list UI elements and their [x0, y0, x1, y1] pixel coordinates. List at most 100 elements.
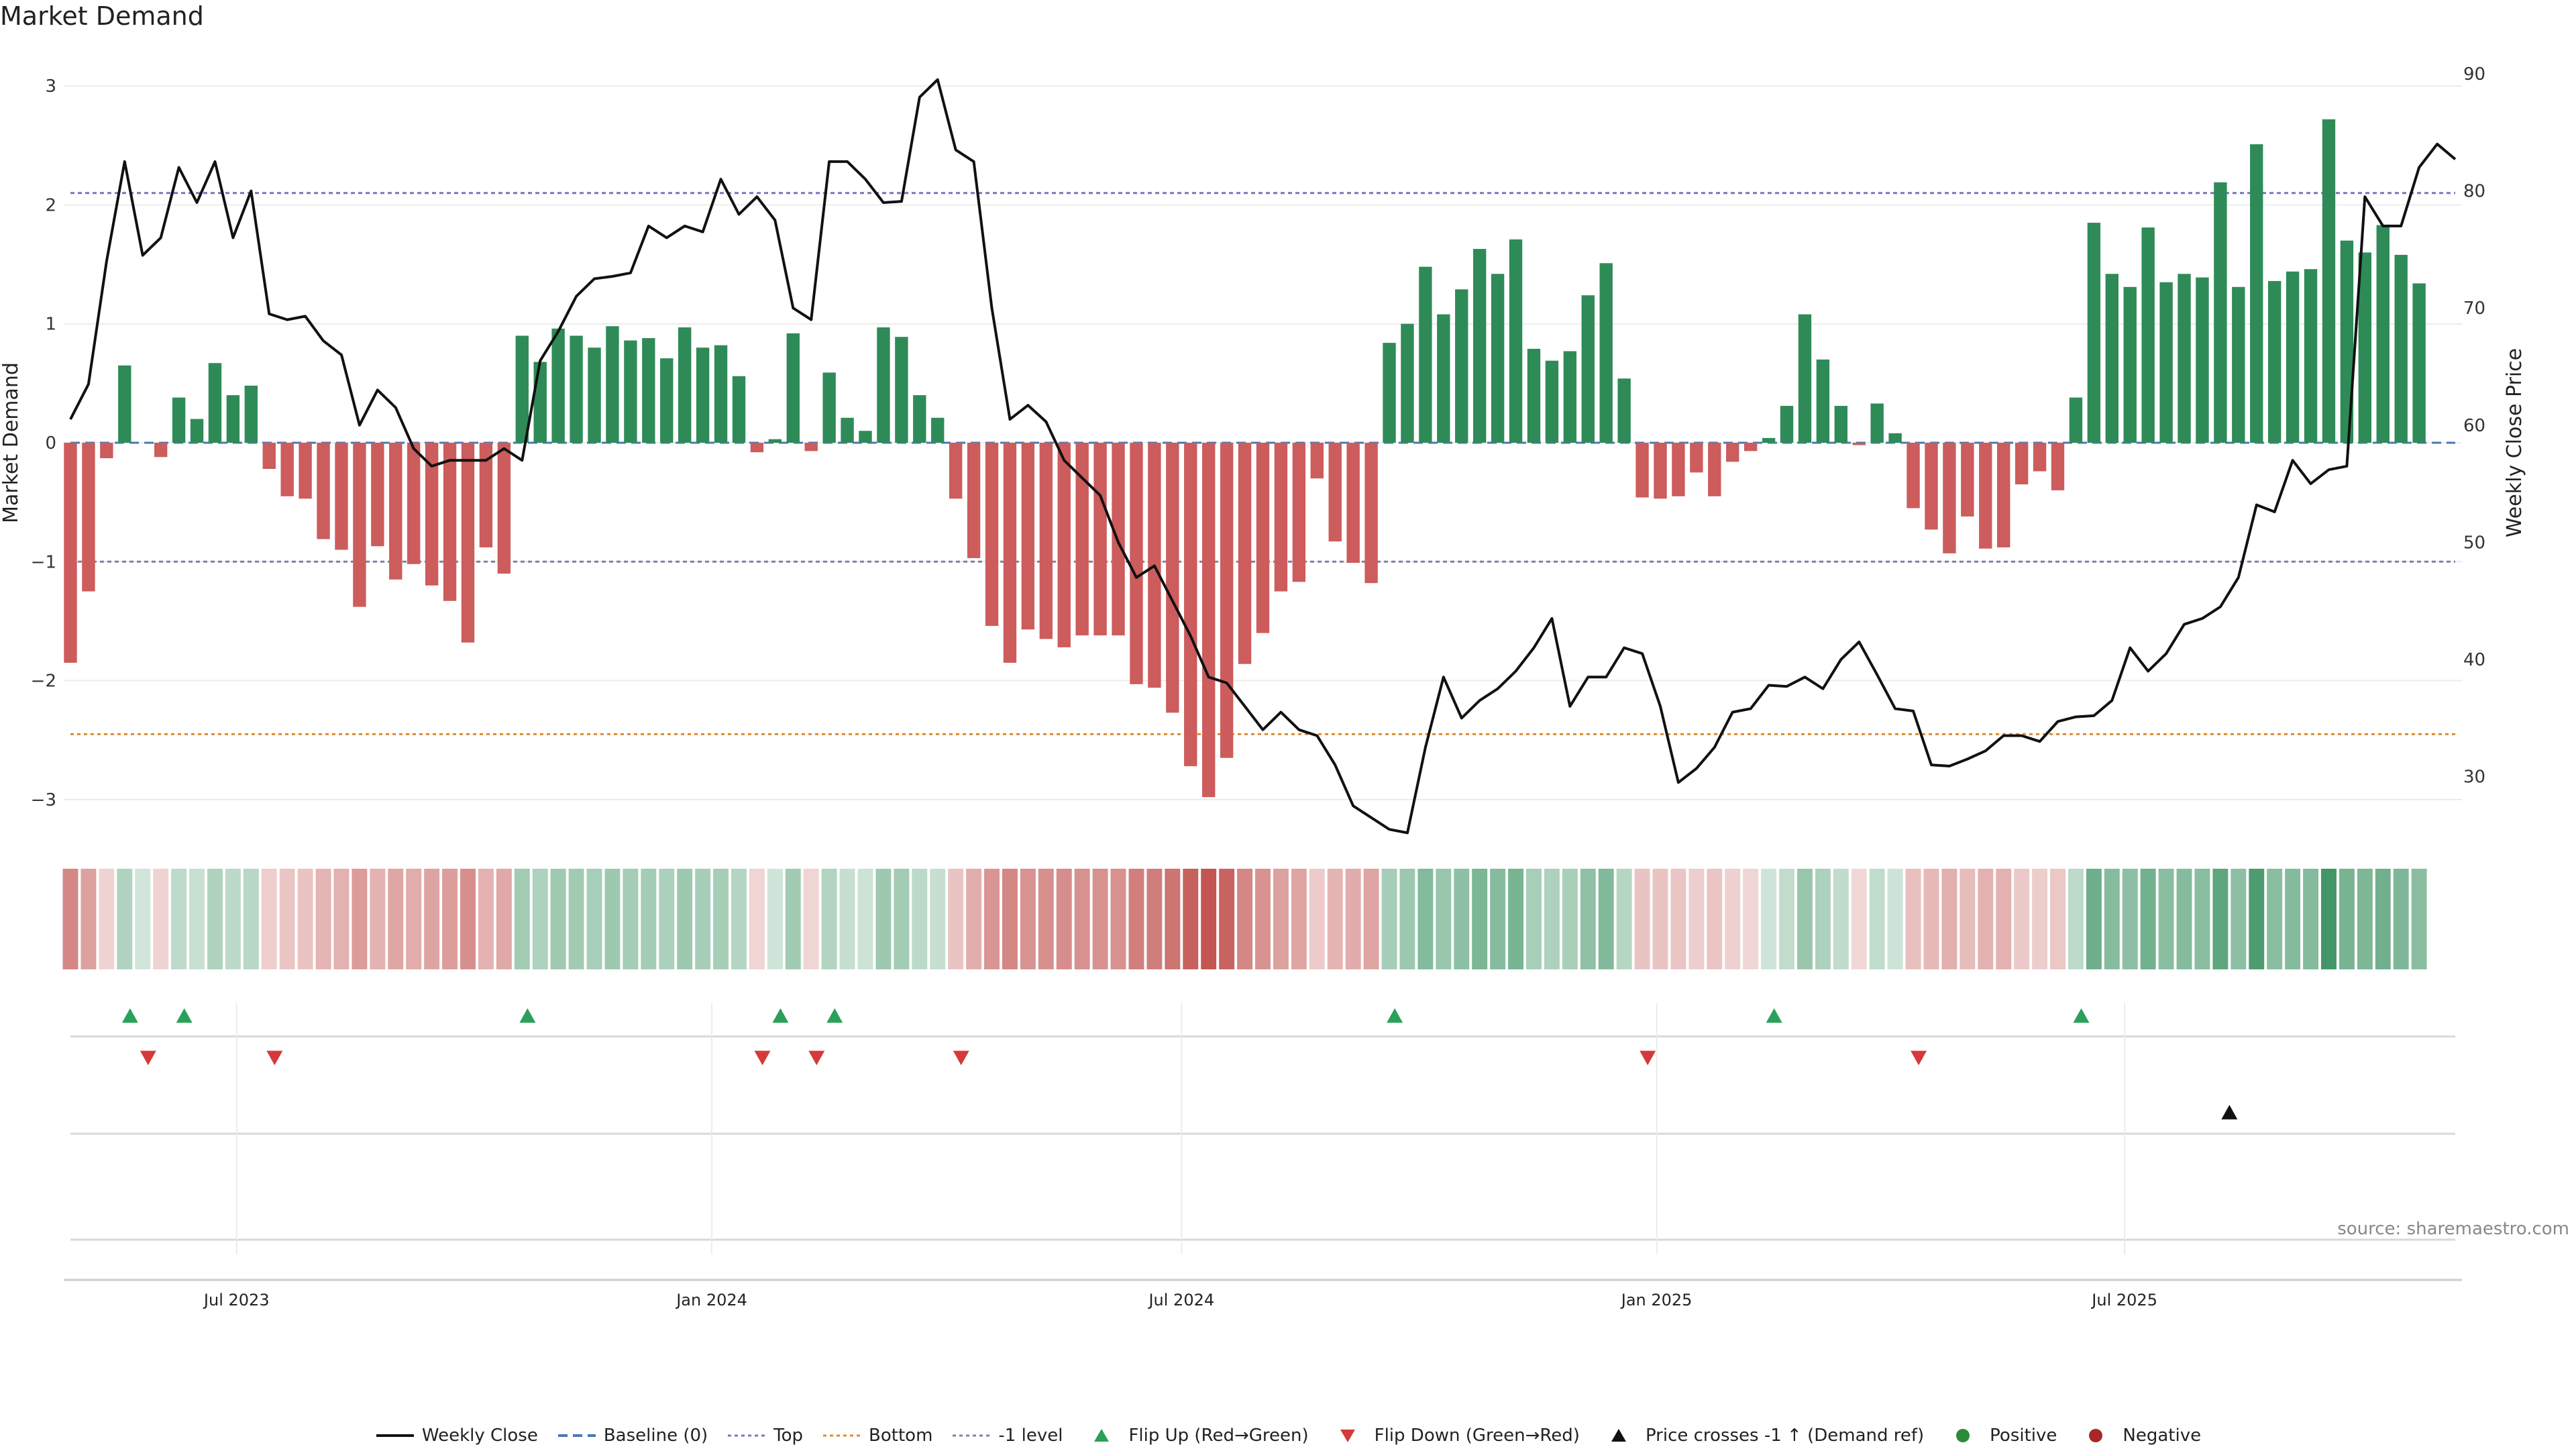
- y2-axis-title: Weekly Close Price: [2503, 348, 2526, 537]
- legend-swatch: [2089, 1429, 2103, 1442]
- heat-cell: [1020, 869, 1036, 969]
- negative-bar: [1328, 443, 1342, 542]
- legend-item: -1 level: [951, 1426, 1063, 1446]
- positive-bar: [2178, 274, 2191, 443]
- x-tick-label: Jan 2025: [1620, 1291, 1693, 1309]
- heat-cell: [623, 869, 639, 969]
- positive-bar: [877, 327, 890, 443]
- legend-label: Flip Down (Green→Red): [1374, 1426, 1580, 1446]
- positive-bar: [2141, 227, 2155, 443]
- heat-cell: [1562, 869, 1578, 969]
- heat-cell: [99, 869, 115, 969]
- flip-up-marker: [121, 1008, 138, 1023]
- heat-cell: [2176, 869, 2192, 969]
- positive-bar: [1455, 289, 1468, 443]
- heat-cell: [1996, 869, 2012, 969]
- chart-title: Market Demand: [0, 1, 204, 31]
- legend-swatch: [823, 1434, 861, 1437]
- negative-bar: [1708, 443, 1721, 496]
- heat-cell: [2104, 869, 2120, 969]
- heat-cell: [1363, 869, 1379, 969]
- heat-cell: [153, 869, 169, 969]
- heat-cell: [2357, 869, 2373, 969]
- positive-bar: [714, 345, 728, 443]
- positive-bar: [570, 335, 583, 443]
- flip-up-marker: [176, 1008, 193, 1023]
- legend-item: Positive: [1943, 1426, 2057, 1446]
- heat-cell: [1472, 869, 1488, 969]
- heat-cell: [568, 869, 584, 969]
- positive-bar: [1780, 406, 1794, 443]
- heat-cell: [857, 869, 873, 969]
- positive-bar: [841, 417, 854, 443]
- heat-cell: [984, 869, 1000, 969]
- positive-bar: [606, 326, 619, 443]
- legend-item: Bottom: [822, 1426, 932, 1446]
- heat-cell: [839, 869, 855, 969]
- negative-bar: [750, 443, 764, 453]
- y2-tick-label: 60: [2463, 416, 2485, 436]
- y-tick-label: −2: [31, 672, 56, 692]
- heat-cell: [1381, 869, 1397, 969]
- heat-cell: [424, 869, 440, 969]
- heat-cell: [333, 869, 350, 969]
- heat-cell: [966, 869, 982, 969]
- heat-cell: [1273, 869, 1289, 969]
- negative-bar: [64, 443, 77, 663]
- heat-cell: [1002, 869, 1018, 969]
- negative-bar: [461, 443, 475, 643]
- positive-bar: [1383, 343, 1396, 443]
- negative-bar: [299, 443, 312, 499]
- negative-bar: [1021, 443, 1035, 630]
- flip-down-marker: [808, 1051, 825, 1065]
- y2-tick-label: 80: [2463, 182, 2485, 202]
- negative-bar: [1364, 443, 1378, 584]
- y2-tick-label: 40: [2463, 650, 2485, 670]
- heat-cell: [1743, 869, 1759, 969]
- legend-item: Price crosses -1 ↑ (Demand ref): [1599, 1426, 1924, 1446]
- x-tick-label: Jul 2025: [2090, 1291, 2157, 1309]
- negative-bar: [317, 443, 330, 539]
- negative-bar: [1943, 443, 1956, 553]
- legend-item: Flip Up (Red→Green): [1081, 1426, 1309, 1446]
- heat-cell: [117, 869, 133, 969]
- positive-bar: [1491, 274, 1505, 443]
- reference-lines: [70, 192, 2455, 735]
- legend-item: Flip Down (Green→Red): [1328, 1426, 1580, 1446]
- heat-cell: [731, 869, 747, 969]
- heat-cell: [1399, 869, 1415, 969]
- price-line-layer: [69, 78, 2457, 835]
- legend-swatch: [1611, 1429, 1626, 1442]
- negative-bar: [2051, 443, 2065, 490]
- heat-cell: [1978, 869, 1994, 969]
- heat-cell: [1634, 869, 1650, 969]
- heat-cell: [478, 869, 494, 969]
- heat-cell: [875, 869, 892, 969]
- negative-bar: [389, 443, 402, 580]
- heat-cell: [2140, 869, 2156, 969]
- heat-cell: [225, 869, 241, 969]
- negative-bar: [985, 443, 999, 626]
- negative-bar: [100, 443, 113, 459]
- chart-legend: Weekly Close Baseline (0) Top Bottom -1 leve…: [0, 1422, 2576, 1449]
- heat-cell: [2411, 869, 2427, 969]
- positive-bar: [2412, 283, 2426, 443]
- negative-bar: [1075, 443, 1089, 636]
- positive-bar: [1816, 359, 1830, 443]
- heat-cell: [713, 869, 729, 969]
- legend-item: Weekly Close: [375, 1426, 538, 1446]
- positive-bar: [226, 395, 240, 443]
- negative-bar: [1202, 443, 1216, 798]
- negative-bar: [82, 443, 95, 592]
- negative-bar: [949, 443, 963, 499]
- positive-bar: [660, 358, 674, 443]
- legend-label: Flip Up (Red→Green): [1128, 1426, 1309, 1446]
- heat-cell: [532, 869, 548, 969]
- heat-cell: [62, 869, 78, 969]
- heat-cell: [1436, 869, 1452, 969]
- heat-cell: [1255, 869, 1271, 969]
- negative-bar: [407, 443, 421, 564]
- heat-cell: [641, 869, 657, 969]
- positive-bar: [1527, 348, 1541, 443]
- heat-cell: [2393, 869, 2409, 969]
